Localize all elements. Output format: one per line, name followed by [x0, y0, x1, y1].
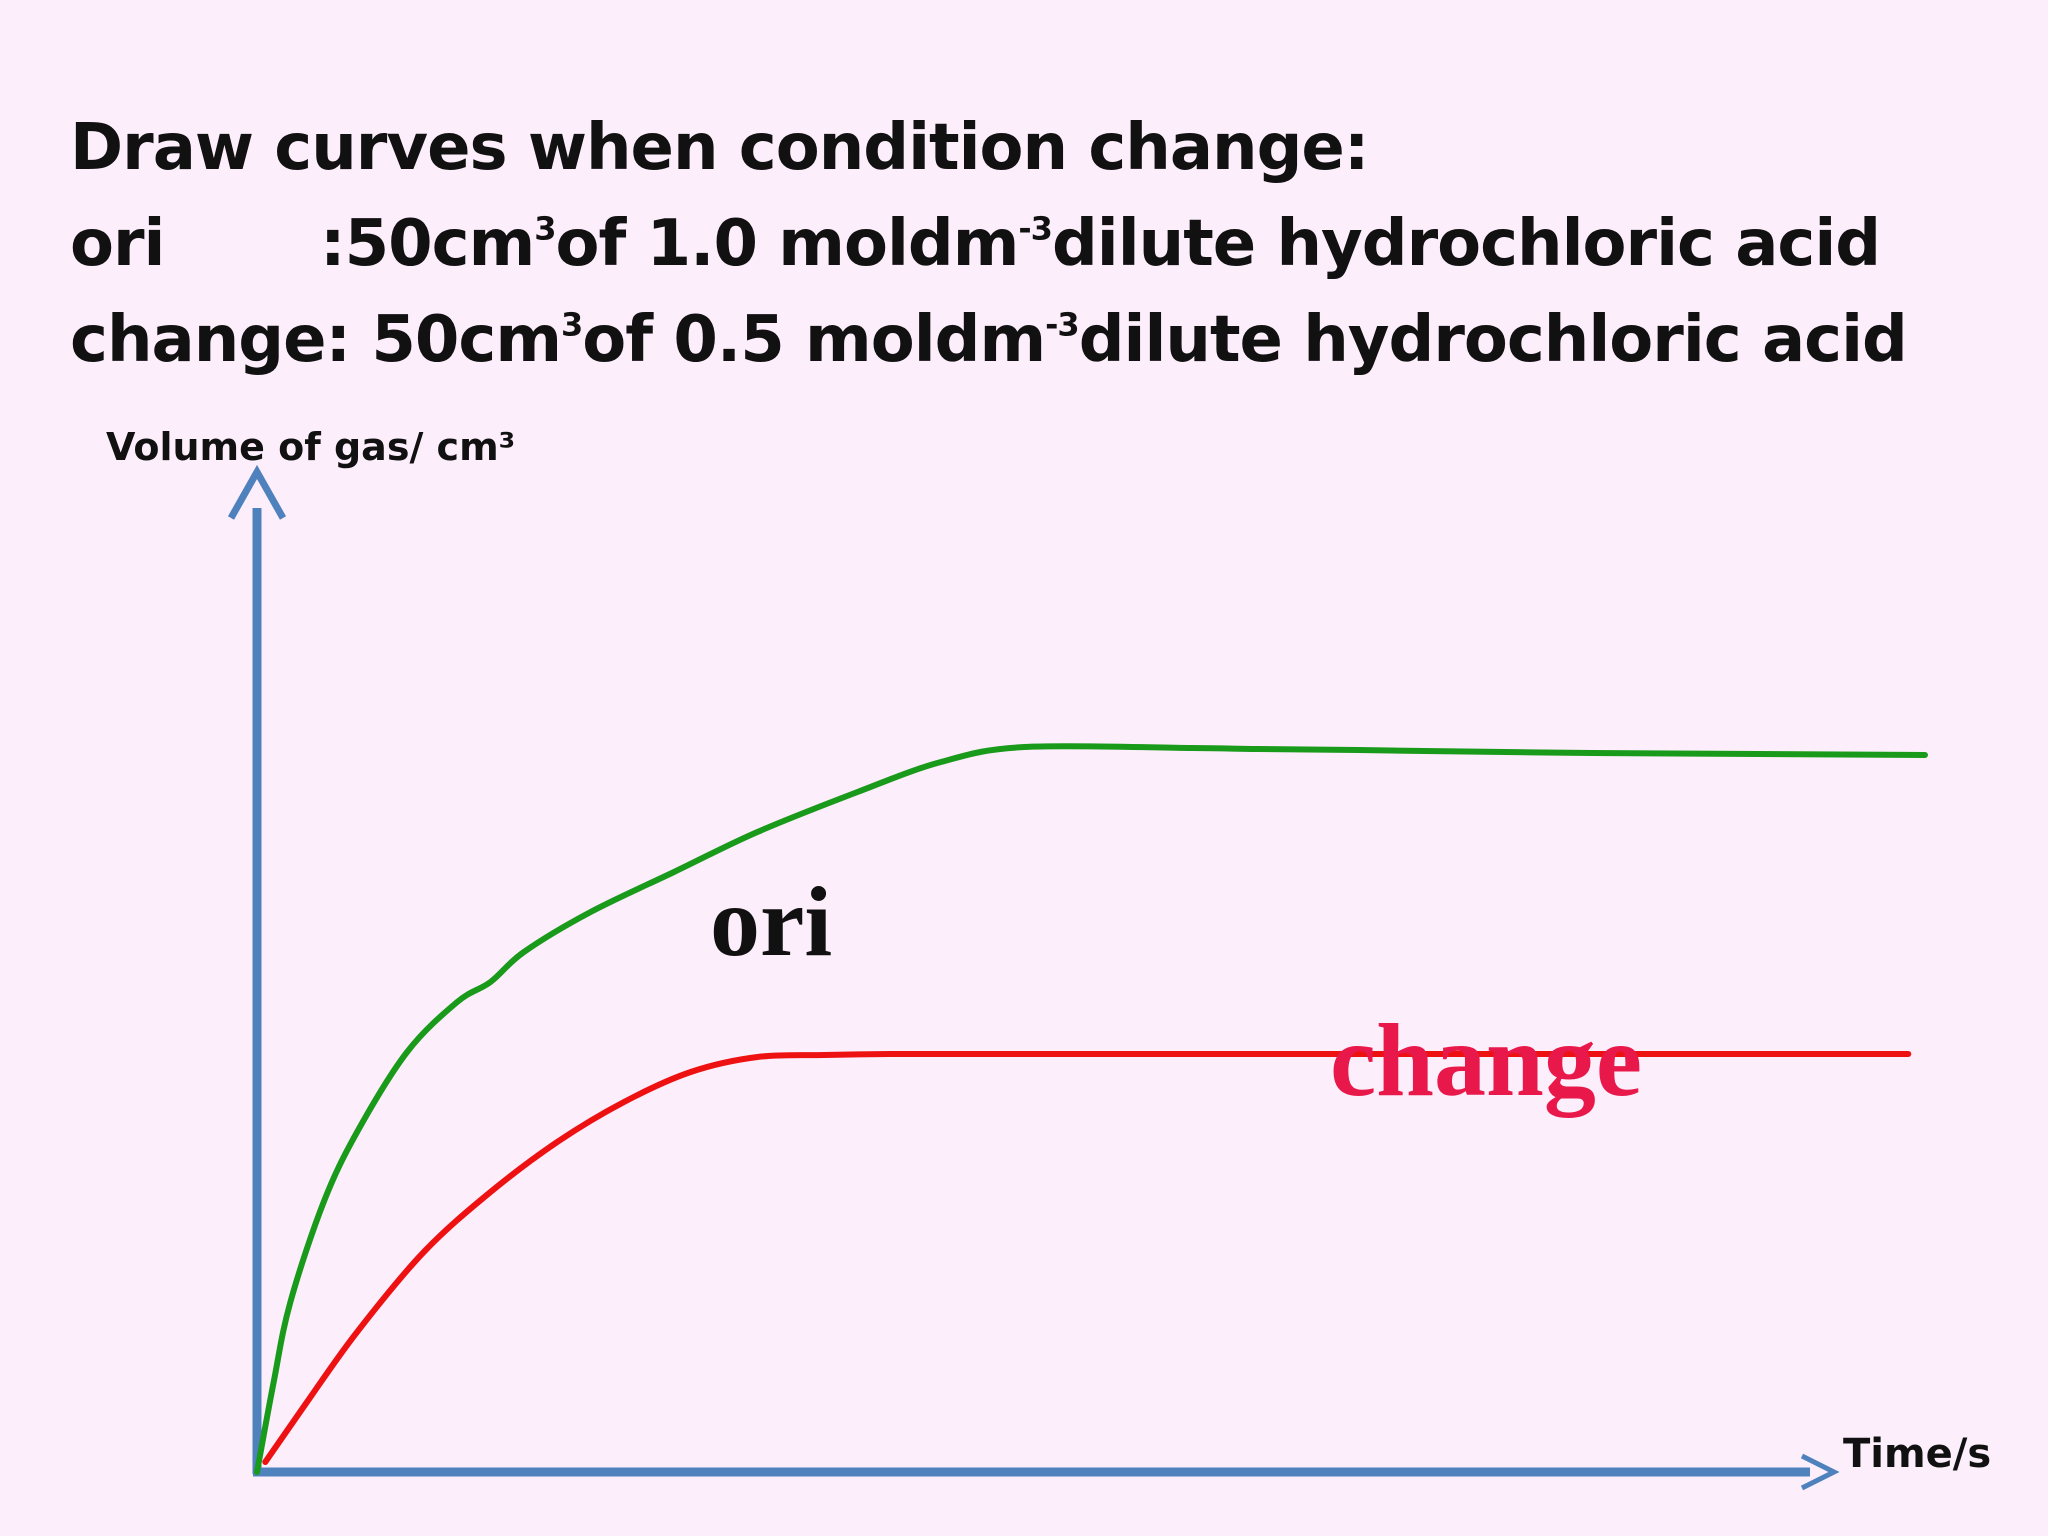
change-suffix: dilute hydrochloric acid [1078, 303, 1908, 377]
series-label-change: change [1330, 1003, 1642, 1118]
ori-suffix: dilute hydrochloric acid [1051, 207, 1881, 281]
change-prefix: : 50cm [325, 303, 562, 377]
change-tag: change [70, 303, 326, 377]
ori-prefix: :50cm [320, 207, 535, 281]
y-axis-label: Volume of gas/ cm³ [106, 425, 515, 469]
change-condition-line: change : 50cm3 of 0.5 moldm-3 dilute hyd… [70, 292, 1908, 388]
slide-title: Draw curves when condition change: [70, 111, 1369, 185]
change-sup-volume: 3 [561, 305, 583, 344]
series-line-change [262, 1050, 1912, 1465]
x-axis-arrowhead [1800, 1453, 1840, 1491]
change-concentration: of 0.5 moldm [582, 303, 1046, 377]
series-layer [254, 743, 1928, 1475]
change-sup-unit: -3 [1045, 305, 1080, 344]
ori-sup-volume: 3 [534, 209, 556, 248]
title-line: Draw curves when condition change: [70, 100, 1907, 196]
ori-tag: ori [70, 207, 165, 281]
ori-sup-unit: -3 [1018, 209, 1053, 248]
series-label-ori: ori [710, 866, 832, 977]
series-line-ori [254, 743, 1928, 1475]
ori-concentration: of 1.0 moldm [555, 207, 1020, 281]
x-axis-label: Time/s [1843, 1431, 1991, 1477]
y-axis-arrowhead [227, 464, 287, 520]
ori-condition-line: ori :50cm3 of 1.0 moldm-3 dilute hydrochl… [70, 196, 1907, 292]
slide-heading: Draw curves when condition change: ori :5… [70, 100, 1908, 388]
